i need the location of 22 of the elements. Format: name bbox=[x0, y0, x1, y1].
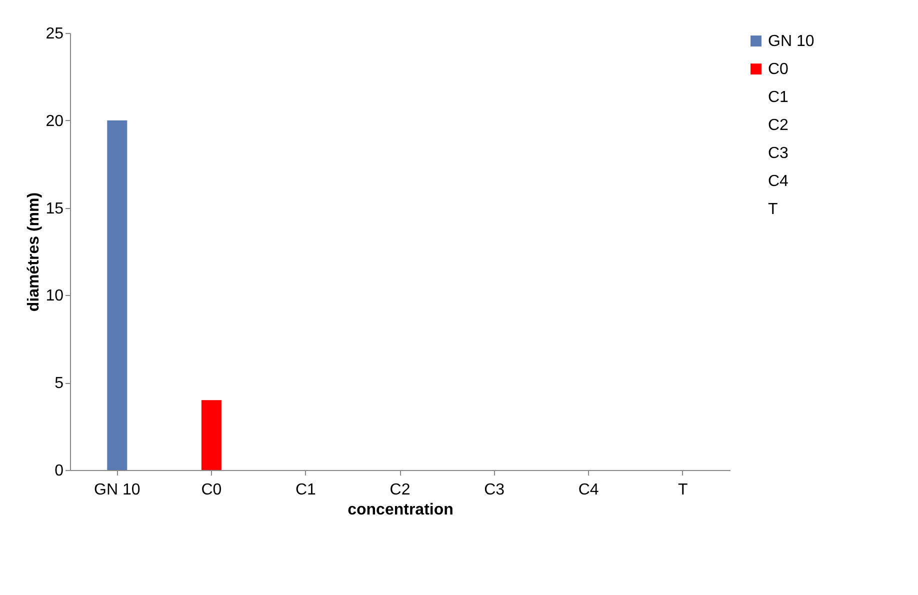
x-tick-label: C1 bbox=[295, 482, 316, 498]
y-tick-label: 0 bbox=[54, 462, 64, 480]
text: C4 bbox=[768, 173, 789, 190]
y-axis-title: diamétres (mm) bbox=[26, 192, 43, 312]
y-tick-label: 25 bbox=[46, 26, 64, 42]
x-tick-label: C4 bbox=[578, 482, 599, 498]
y-tick-label: 20 bbox=[46, 112, 64, 130]
text: C3 bbox=[768, 145, 789, 162]
legend-label: GN 10 bbox=[768, 33, 814, 50]
text: C1 bbox=[768, 89, 789, 106]
x-tick-label: C0 bbox=[201, 482, 222, 498]
y-tick-label: 15 bbox=[46, 200, 64, 218]
y-tick-label: 10 bbox=[46, 288, 64, 305]
x-tick-label: T bbox=[678, 482, 688, 498]
x-axis-title: concentration bbox=[348, 502, 454, 518]
x-tick-label: C2 bbox=[390, 482, 410, 498]
x-tick-label: GN 10 bbox=[94, 482, 140, 498]
text: C2 bbox=[768, 117, 789, 134]
x-tick-label: C3 bbox=[484, 482, 505, 498]
legend-label: C0 bbox=[768, 61, 789, 78]
text: T bbox=[768, 201, 778, 218]
y-tick-label: 5 bbox=[54, 375, 64, 392]
